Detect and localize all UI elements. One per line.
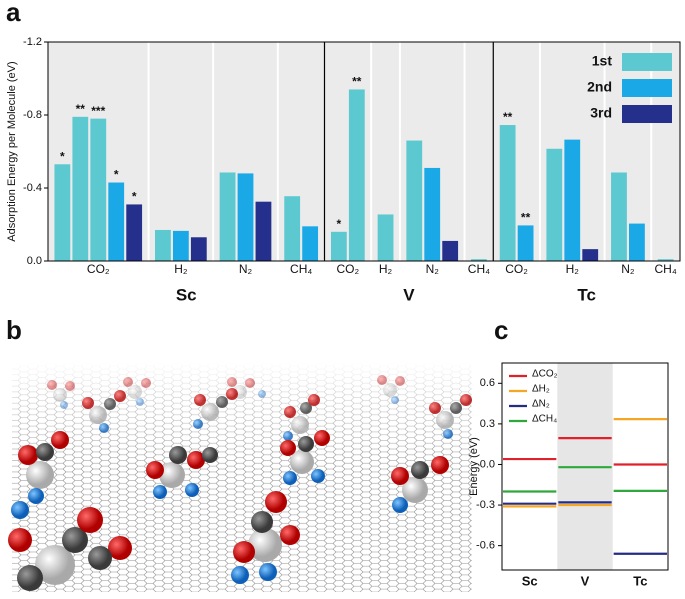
bar [108,182,125,261]
bar [219,172,236,261]
bar [499,125,516,261]
legend-label: ΔCO₂ [532,369,558,380]
group-label: CO₂ [505,262,528,276]
bar [424,167,441,261]
bar [546,148,563,261]
depth-fade [12,362,472,462]
bar [90,118,107,262]
group-label: CO₂ [337,262,360,276]
group-label: N₂ [621,262,635,276]
legend-label: ΔCH₄ [532,414,557,425]
group-label: H₂ [174,262,188,276]
group-label: H₂ [379,262,393,276]
y-tick-label: 0.6 [480,377,495,389]
bar [406,140,423,261]
bar [657,259,674,261]
group-label: N₂ [426,262,440,276]
legend-label: ΔN₂ [532,399,550,410]
bar [284,196,301,261]
bar [237,173,254,261]
y-tick-label: 0.3 [480,418,495,430]
bar [54,164,71,261]
x-tick-label: Sc [522,573,538,588]
y-tick-label: -0.6 [476,540,495,552]
y-tick-label: 0.0 [480,458,495,470]
legend-swatch [622,105,672,123]
bar [611,172,627,261]
bar [564,139,581,261]
legend-swatch [622,53,672,71]
bar [629,223,645,261]
y-tick-label: 0.0 [27,255,42,267]
y-axis-label: Adsorption Energy per Molecule (eV) [6,61,18,241]
value-label: *** [91,104,105,118]
panel-label: a [6,0,21,27]
bar [190,237,207,261]
plot-frame [501,362,669,571]
bar [442,240,459,261]
bar [348,89,365,261]
panel-label: c [494,315,508,345]
y-tick-label: -0.4 [23,182,42,194]
value-label: ** [521,211,531,225]
bar [517,225,534,261]
group-label: H₂ [566,262,580,276]
bar [255,201,272,261]
bar [330,231,347,261]
group-label: CH₄ [290,262,312,276]
plot-frame [47,41,681,262]
value-label: ** [76,102,86,116]
bar [377,214,394,261]
y-tick-label: -1.2 [23,36,42,48]
metal-label: Tc [577,285,596,304]
x-tick-label: V [581,573,590,588]
value-label: * [337,217,342,231]
metal-label: V [403,285,415,304]
y-tick-label: -0.8 [23,109,42,121]
bar [126,204,143,261]
group-label: CH₄ [655,262,677,276]
panel-b-image [8,362,472,592]
value-label: * [60,149,65,163]
bar [172,230,189,261]
bar [155,229,171,261]
y-axis-label: Energy (eV) [468,437,480,496]
bar [582,249,599,261]
value-label: * [114,168,119,182]
group-label: CH₄ [468,262,490,276]
value-label: ** [352,75,362,89]
value-label: * [132,190,137,204]
legend-label: ΔH₂ [532,384,550,395]
value-label: ** [503,110,513,124]
metal-label: Sc [176,285,197,304]
bar [471,259,487,261]
legend-label: 2nd [587,79,612,95]
legend-swatch [622,79,672,97]
bar [302,226,319,261]
legend-label: 1st [592,53,613,69]
x-tick-label: Tc [633,573,647,588]
molecules [8,375,472,591]
panel-label: b [6,315,22,345]
y-tick-label: -0.3 [476,499,495,511]
group-label: CO₂ [87,262,110,276]
legend-label: 3rd [590,105,612,121]
group-label: N₂ [239,262,253,276]
bar [72,116,89,261]
